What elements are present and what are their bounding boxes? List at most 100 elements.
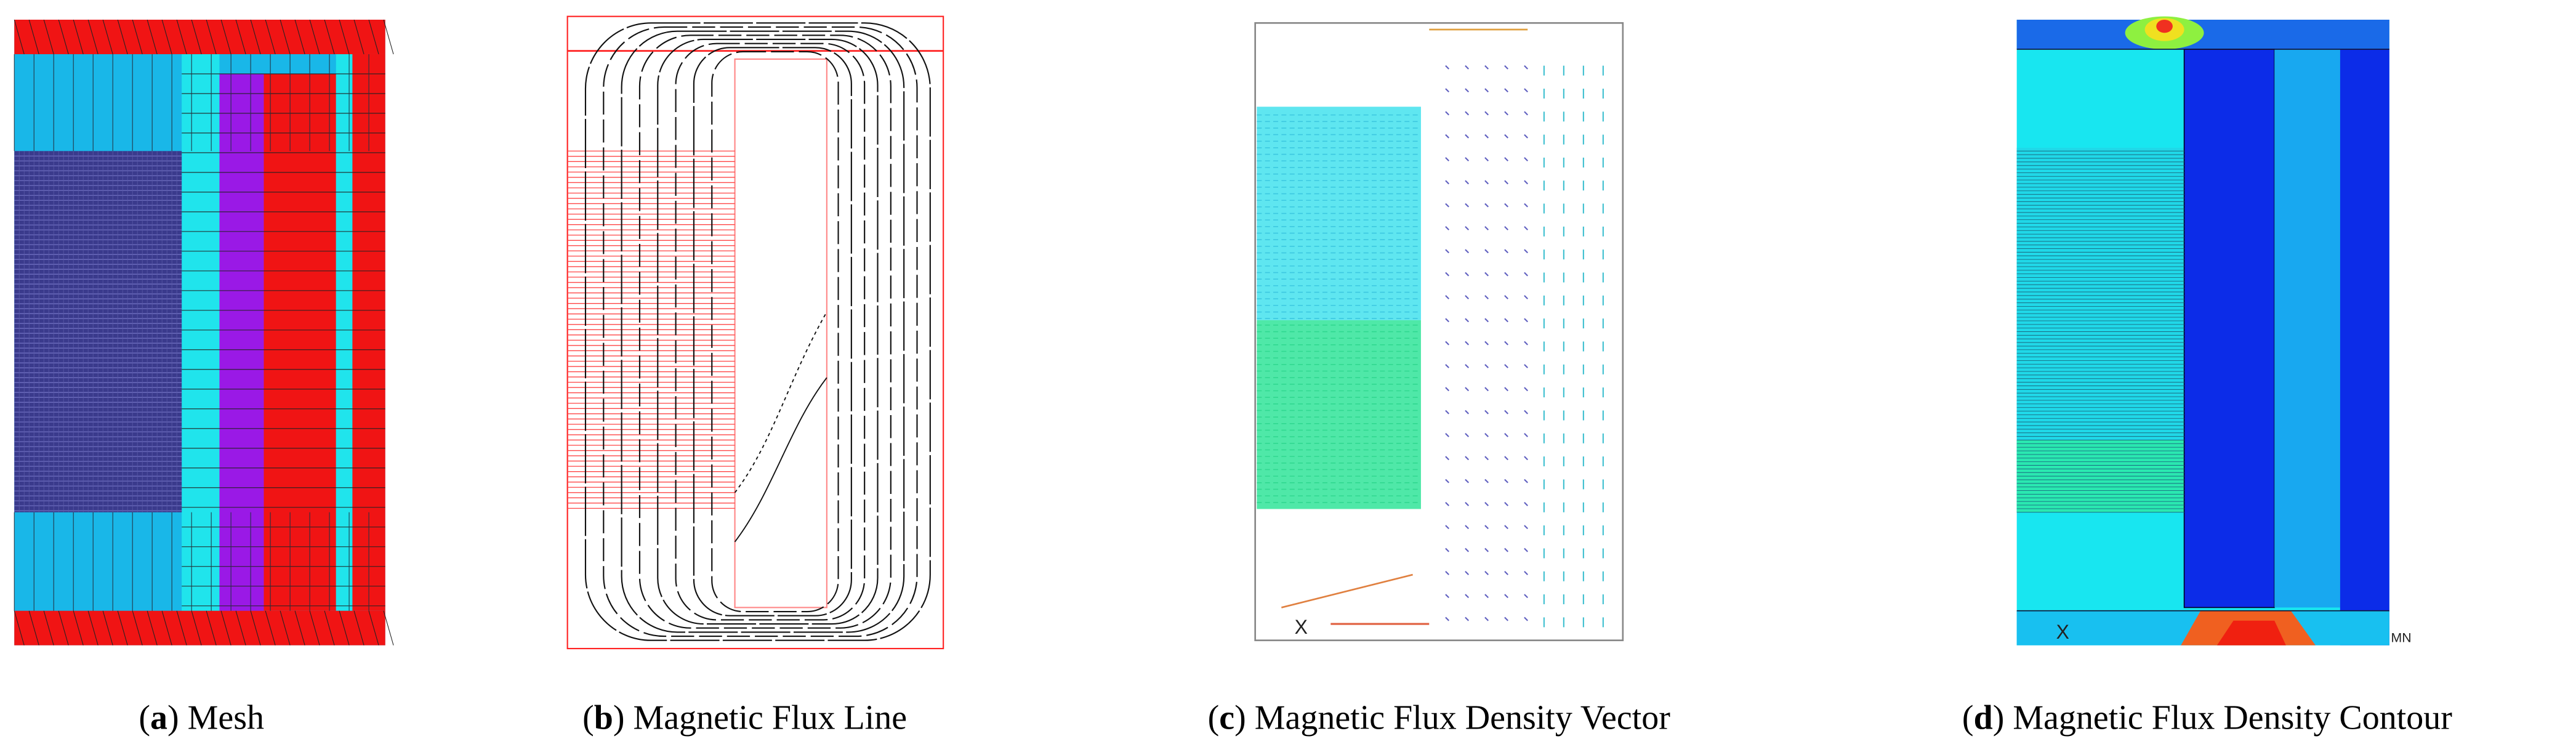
vector-arrow: [1465, 295, 1470, 299]
vector-arrow: [1504, 433, 1508, 437]
vector-arrow: [1445, 226, 1450, 230]
vector-arrow: [1484, 410, 1489, 414]
mesh-line: [206, 610, 217, 645]
flux-line: [734, 377, 827, 543]
vector-arrow: [1484, 226, 1489, 230]
mesh-line: [324, 610, 335, 645]
vector-arrow: [1524, 272, 1528, 277]
caption: (a) Mesh: [139, 699, 264, 737]
vector-arrow: [1465, 570, 1470, 575]
vector-arrow: [1465, 157, 1470, 162]
vector-arrow: [1445, 157, 1450, 162]
vector-arrow: [1504, 456, 1508, 461]
vector-arrow: [1484, 617, 1489, 621]
mesh-line: [265, 19, 276, 55]
captions: (a) Mesh (b) Magnetic Flux Line (c) Magnet…: [139, 699, 2452, 737]
mesh-line: [28, 610, 39, 645]
vector-arrow: [1445, 502, 1450, 506]
vector-arrow: [1484, 525, 1489, 530]
vector-arrow: [1484, 548, 1489, 552]
mesh-line: [353, 610, 364, 645]
vector-arrow: [1281, 573, 1413, 608]
mesh-line: [73, 610, 84, 645]
vector-arrow: [1504, 180, 1508, 185]
vector-arrow: [1484, 433, 1489, 437]
mesh-line: [250, 19, 261, 55]
caption: (b) Magnetic Flux Line: [582, 699, 907, 737]
mesh-line: [235, 19, 246, 55]
mesh-line: [147, 610, 158, 645]
vector-arrow: [1465, 272, 1470, 277]
caption-open: (: [139, 699, 150, 737]
caption-rest: ) Magnetic Flux Density Contour: [1993, 699, 2453, 737]
vector-arrow: [1484, 111, 1489, 116]
vector-arrow: [1445, 249, 1450, 254]
vector-arrow: [1524, 502, 1528, 506]
vector-arrow: [1445, 594, 1450, 599]
vector-arrow: [1465, 226, 1470, 230]
vector-arrow: [1484, 134, 1489, 139]
mesh-line: [43, 610, 54, 645]
flux-line: [603, 26, 918, 637]
axis-label: X: [1295, 616, 1308, 638]
vector-arrow: [1524, 318, 1528, 323]
vector-arrow: [1445, 617, 1450, 621]
vector-arrow: [1445, 295, 1450, 299]
vector-arrow: [1465, 341, 1470, 346]
vector-arrow: [1524, 433, 1528, 437]
axis-label: X: [2056, 621, 2069, 643]
vector-arrow: [1465, 65, 1470, 70]
vector-arrow: [1504, 272, 1508, 277]
vector-arrow: [1504, 570, 1508, 575]
mesh-line: [324, 19, 335, 55]
edge-region: [336, 54, 353, 611]
vector-arrow: [1445, 364, 1450, 368]
core-contour: [2183, 49, 2276, 608]
caption-letter: d: [1974, 699, 1993, 737]
vector-arrow: [1504, 318, 1508, 323]
vector-arrow: [1524, 594, 1528, 599]
vector-arrow: [1504, 594, 1508, 599]
mesh-line: [161, 610, 172, 645]
flux-line: [638, 34, 892, 629]
mesh-line: [294, 19, 305, 55]
mesh-line: [339, 610, 350, 645]
caption-letter: c: [1219, 699, 1234, 737]
vector-arrow: [1524, 364, 1528, 368]
vector-arrow: [1465, 617, 1470, 621]
vector-arrow: [1504, 502, 1508, 506]
vector-arrow: [1465, 525, 1470, 530]
vector-arrow: [1465, 364, 1470, 368]
vector-arrow: [1445, 525, 1450, 530]
vector-arrow: [1465, 203, 1470, 208]
mesh-line: [117, 610, 128, 645]
mesh-line: [265, 610, 276, 645]
vector-arrow: [1445, 134, 1450, 139]
vector-arrow: [1524, 548, 1528, 552]
vector-arrow: [1484, 318, 1489, 323]
mesh-line: [220, 19, 231, 55]
vector-arrow: [1465, 249, 1470, 254]
vector-arrow: [1504, 295, 1508, 299]
vector-arrow: [1445, 548, 1450, 552]
mesh-line: [176, 610, 187, 645]
caption: (d) Magnetic Flux Density Contour: [1962, 699, 2452, 737]
mesh-line: [368, 19, 379, 55]
vector-arrow: [1504, 387, 1508, 392]
vector-field-lower: [1257, 320, 1421, 509]
vector-arrow: [1465, 134, 1470, 139]
mesh-line: [383, 610, 394, 645]
vector-arrow: [1445, 433, 1450, 437]
mesh-line: [206, 19, 217, 55]
vector-arrow: [1465, 180, 1470, 185]
vector-arrow: [1484, 502, 1489, 506]
caption-rest: ) Mesh: [167, 699, 264, 737]
caption-open: (: [1208, 699, 1220, 737]
vector-arrow: [1465, 502, 1470, 506]
vector-arrow: [1524, 180, 1528, 185]
vector-arrow: [1445, 456, 1450, 461]
flux-line-panel: [566, 15, 944, 650]
flux-line: [621, 30, 905, 633]
mesh-line: [102, 610, 113, 645]
vector-arrow: [1484, 65, 1489, 70]
